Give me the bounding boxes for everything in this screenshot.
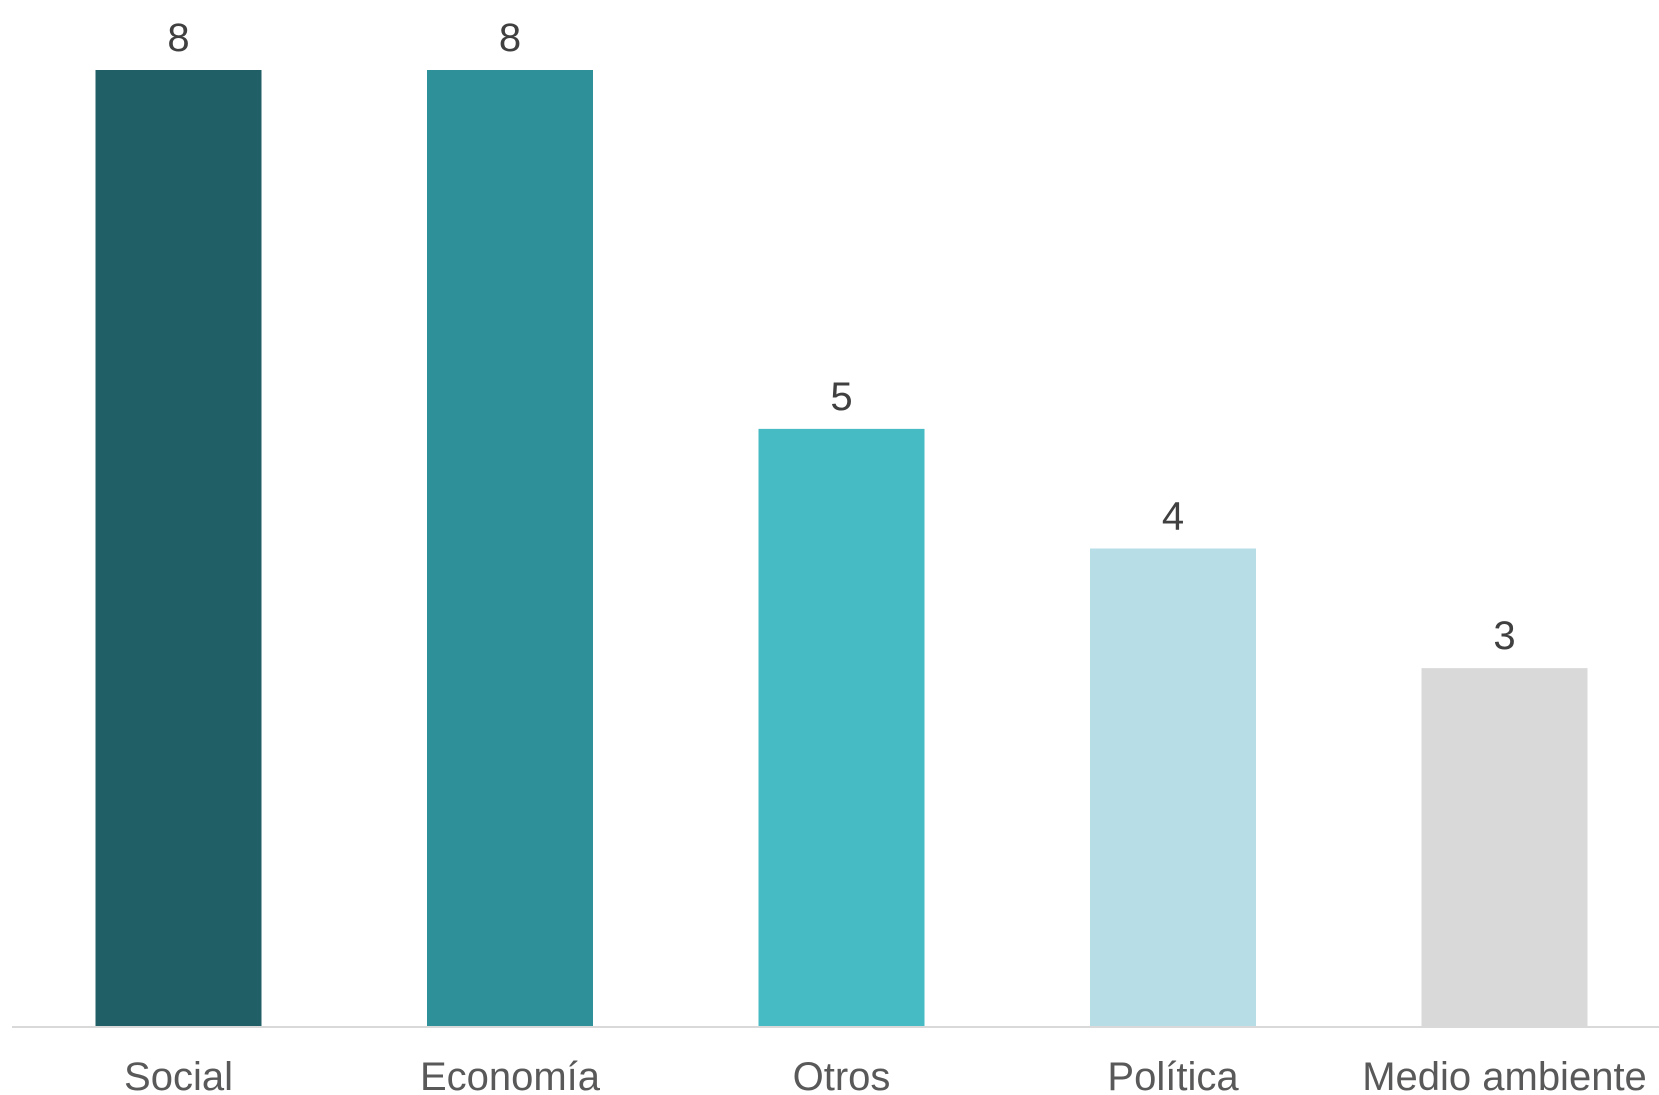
bar-politica (1090, 548, 1256, 1027)
bar-medio-ambiente (1421, 668, 1588, 1027)
data-label-politica: 4 (1162, 495, 1184, 539)
data-label-medio-ambiente: 3 (1493, 614, 1515, 658)
tick-label-medio-ambiente: Medio ambiente (1362, 1055, 1647, 1095)
bars-group (95, 70, 1588, 1027)
bar-otros (758, 428, 925, 1027)
tick-label-economia: Economía (420, 1055, 601, 1095)
tick-label-politica: Política (1107, 1055, 1239, 1095)
bar-social (95, 70, 262, 1027)
bar-economia (427, 70, 593, 1027)
tick-label-social: Social (124, 1055, 233, 1095)
data-label-otros: 5 (830, 375, 852, 419)
x-axis-tick-labels: Social Economía Otros Política Medio ambient… (124, 1055, 1647, 1095)
tick-label-otros: Otros (793, 1055, 891, 1095)
data-label-social: 8 (167, 16, 189, 60)
data-label-economia: 8 (499, 16, 521, 60)
data-labels-group: 8 8 5 4 3 (167, 16, 1515, 658)
